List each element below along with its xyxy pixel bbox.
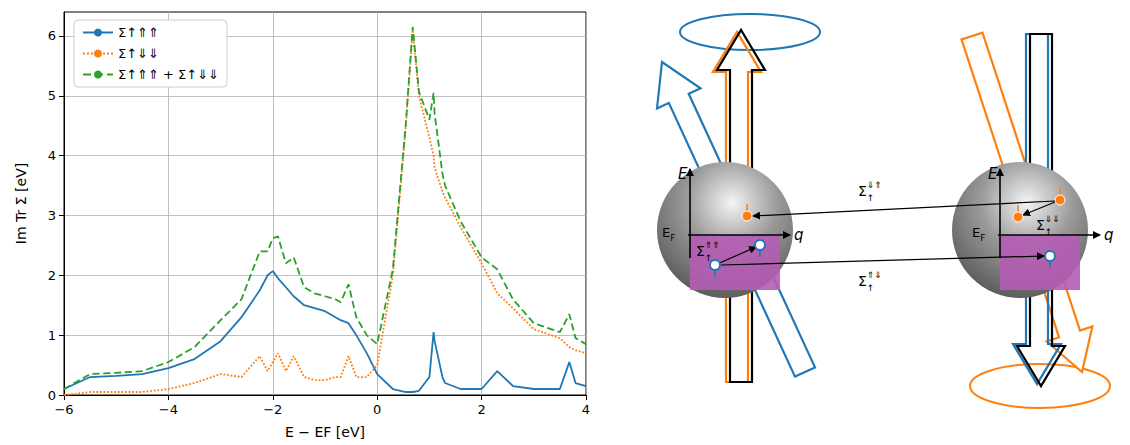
svg-text:2: 2 xyxy=(477,402,485,417)
svg-text:EF: EF xyxy=(662,225,675,243)
svg-text:E: E xyxy=(678,165,688,183)
svg-text:Σ↑⇓⇑: Σ↑⇓⇑ xyxy=(858,180,882,203)
svg-text:6: 6 xyxy=(48,28,56,43)
svg-text:Im Tr Σ [eV]: Im Tr Σ [eV] xyxy=(13,163,29,244)
svg-text:2: 2 xyxy=(48,268,56,283)
svg-text:−6: −6 xyxy=(54,402,73,417)
svg-text:Σ↑⇓⇓: Σ↑⇓⇓ xyxy=(118,46,159,61)
svg-text:3: 3 xyxy=(48,208,56,223)
svg-text:Σ↑⇓⇓: Σ↑⇓⇓ xyxy=(1036,214,1060,237)
svg-text:q: q xyxy=(1104,226,1114,244)
svg-text:E: E xyxy=(988,165,998,183)
svg-text:E − EF [eV]: E − EF [eV] xyxy=(285,424,365,440)
svg-text:4: 4 xyxy=(582,402,590,417)
svg-text:EF: EF xyxy=(972,225,985,243)
svg-text:Σ↑⇑⇑ + Σ↑⇓⇓: Σ↑⇑⇑ + Σ↑⇓⇓ xyxy=(118,67,219,82)
svg-text:Σ↑⇑⇑: Σ↑⇑⇑ xyxy=(118,25,159,40)
svg-text:−4: −4 xyxy=(159,402,178,417)
svg-text:0: 0 xyxy=(373,402,381,417)
svg-text:1: 1 xyxy=(48,328,56,343)
svg-text:Σ↑⇑⇓: Σ↑⇑⇓ xyxy=(858,270,882,293)
svg-text:Σ↑⇑⇑: Σ↑⇑⇑ xyxy=(696,240,720,263)
svg-text:4: 4 xyxy=(48,148,56,163)
svg-text:q: q xyxy=(794,226,804,244)
svg-text:−2: −2 xyxy=(263,402,282,417)
svg-text:5: 5 xyxy=(48,88,56,103)
svg-text:0: 0 xyxy=(48,388,56,403)
